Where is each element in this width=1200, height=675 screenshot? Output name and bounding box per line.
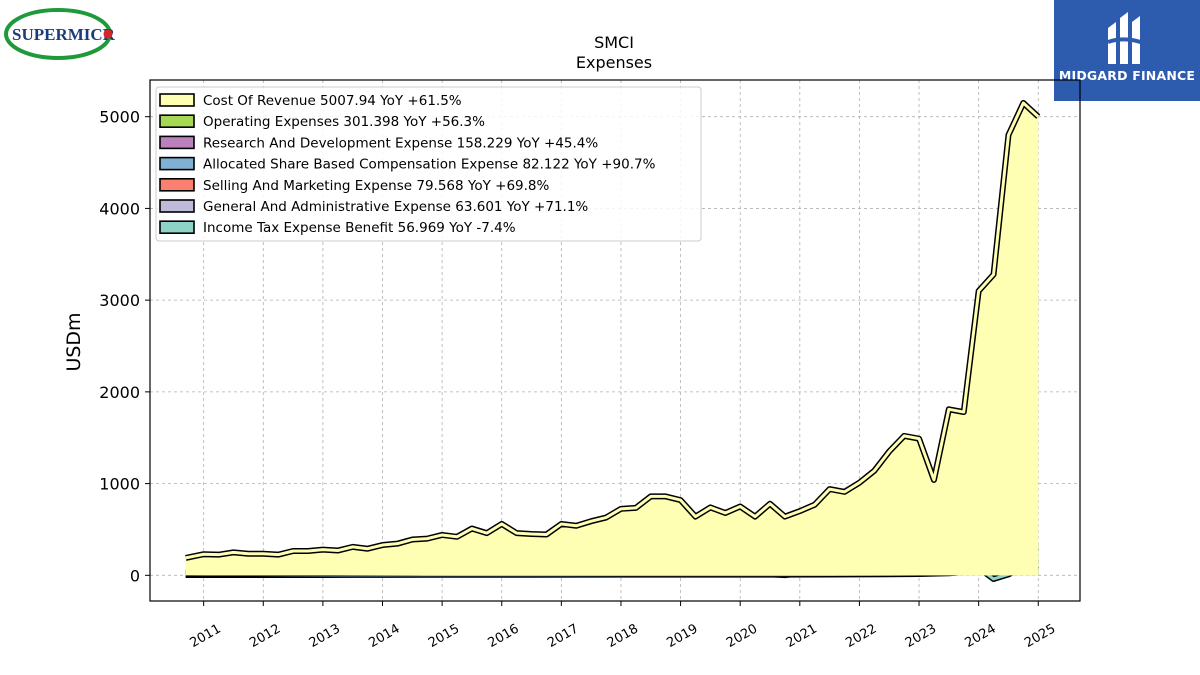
legend-entry: General And Administrative Expense 63.60… <box>203 199 588 215</box>
legend-swatch <box>159 135 195 150</box>
x-tick-label: 2020 <box>724 621 760 651</box>
legend-swatch <box>159 156 195 171</box>
legend-entry: Selling And Marketing Expense 79.568 YoY… <box>203 178 549 194</box>
chart-legend: Cost Of Revenue 5007.94 YoY +61.5% Operat… <box>155 86 702 242</box>
y-tick-label: 0 <box>130 566 140 585</box>
series-line <box>185 101 1040 560</box>
legend-entry: Allocated Share Based Compensation Expen… <box>203 157 656 173</box>
y-tick-label: 2000 <box>99 383 140 402</box>
y-axis: 0 1000 2000 3000 4000 5000 <box>99 108 150 585</box>
x-axis: 2011 2012 2013 2014 2015 2016 2017 2018 2019 2020… <box>187 601 1058 651</box>
legend-entry: Income Tax Expense Benefit 56.969 YoY -7… <box>203 220 516 236</box>
supermicro-logo: SUPERMICR <box>4 6 116 62</box>
chart-title: SMCI <box>594 33 634 52</box>
x-tick-label: 2014 <box>366 621 402 651</box>
y-tick-label: 5000 <box>99 108 140 127</box>
legend-swatch <box>159 199 195 213</box>
series-areas <box>185 99 1041 582</box>
legend-swatch <box>159 220 195 234</box>
x-tick-label: 2024 <box>962 621 998 651</box>
series-area <box>185 102 1039 576</box>
supermicro-logo-graphic: SUPERMICR <box>4 8 116 60</box>
legend-swatch <box>159 93 195 107</box>
x-tick-label: 2012 <box>247 621 283 651</box>
x-tick-label: 2017 <box>545 621 581 651</box>
x-tick-label: 2021 <box>784 621 820 651</box>
plot-frame <box>149 79 1081 602</box>
legend-entry: Cost Of Revenue 5007.94 YoY +61.5% <box>203 93 462 109</box>
logo-dot-icon <box>103 29 113 39</box>
y-tick-label: 3000 <box>99 291 140 310</box>
x-tick-label: 2018 <box>605 621 641 651</box>
midgard-finance-name: MIDGARD FINANCE <box>1058 68 1196 83</box>
chart-subtitle: Expenses <box>576 53 652 72</box>
x-tick-label: 2023 <box>903 621 939 651</box>
midgard-finance-badge: MIDGARD FINANCE <box>1054 0 1200 101</box>
x-tick-label: 2025 <box>1022 621 1058 651</box>
y-tick-label: 1000 <box>99 475 140 494</box>
y-axis-label: USDm <box>63 312 85 371</box>
legend-entry: Research And Development Expense 158.229… <box>203 135 598 151</box>
midgard-mark-icon <box>1107 12 1147 64</box>
x-tick-label: 2019 <box>664 621 700 651</box>
supermicro-logo-text: SUPERMICR <box>12 25 116 44</box>
x-tick-label: 2013 <box>307 621 343 651</box>
y-tick-label: 4000 <box>99 199 140 218</box>
x-tick-label: 2022 <box>843 621 879 651</box>
legend-swatch <box>159 114 195 128</box>
x-tick-label: 2011 <box>187 621 223 651</box>
legend-box <box>155 86 702 242</box>
x-tick-label: 2015 <box>426 621 462 651</box>
legend-entry: Operating Expenses 301.398 YoY +56.3% <box>203 114 485 130</box>
legend-swatch <box>159 178 195 192</box>
x-tick-label: 2016 <box>486 621 522 651</box>
